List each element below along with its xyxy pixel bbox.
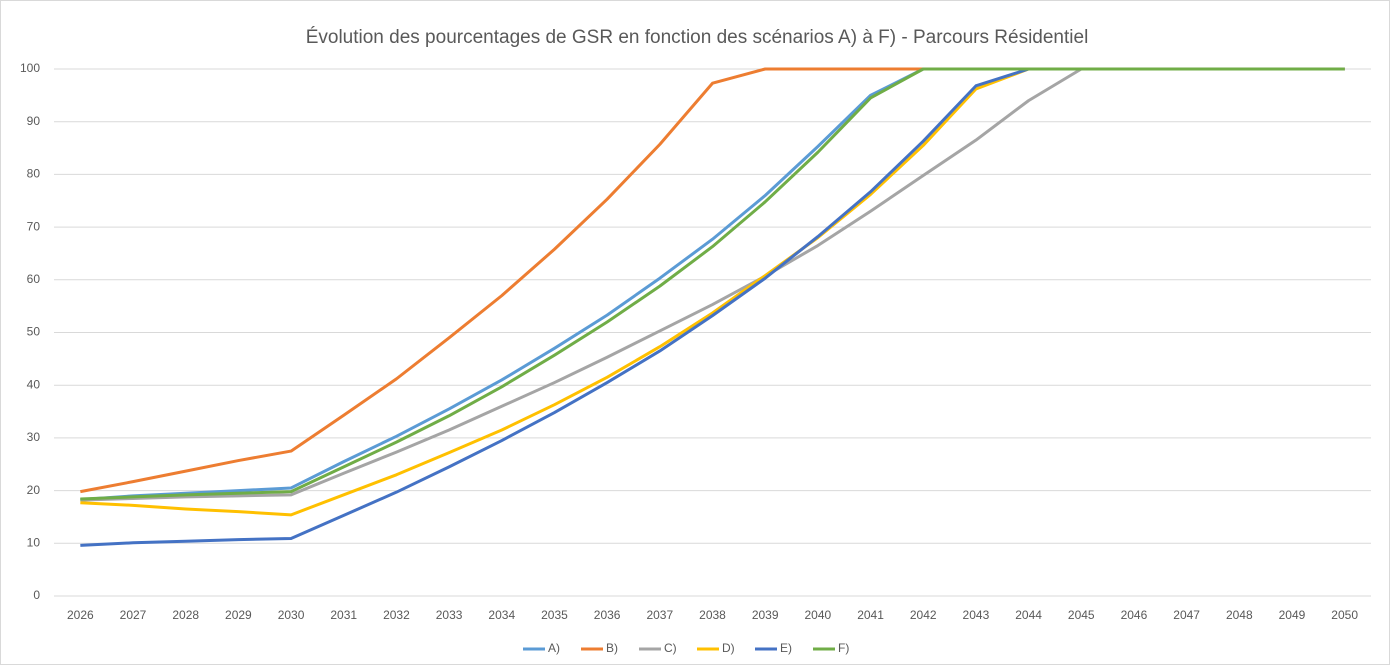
x-tick-label: 2028	[172, 608, 199, 622]
x-tick-label: 2043	[963, 608, 990, 622]
x-tick-label: 2046	[1121, 608, 1148, 622]
x-tick-label: 2049	[1279, 608, 1306, 622]
x-tick-label: 2030	[278, 608, 305, 622]
x-tick-label: 2042	[910, 608, 937, 622]
y-tick-label: 0	[33, 588, 40, 602]
x-tick-label: 2039	[752, 608, 779, 622]
y-tick-label: 100	[20, 61, 40, 75]
x-tick-label: 2050	[1331, 608, 1358, 622]
y-tick-label: 20	[27, 483, 41, 497]
x-tick-label: 2031	[330, 608, 357, 622]
y-tick-label: 80	[27, 167, 41, 181]
y-tick-label: 70	[27, 219, 41, 233]
series-line	[80, 67, 1345, 501]
x-tick-label: 2032	[383, 608, 410, 622]
x-tick-label: 2045	[1068, 608, 1095, 622]
x-tick-label: 2033	[436, 608, 463, 622]
x-tick-label: 2048	[1226, 608, 1253, 622]
x-tick-label: 2035	[541, 608, 568, 622]
x-tick-label: 2047	[1173, 608, 1200, 622]
legend-label: A)	[548, 641, 560, 655]
x-tick-label: 2036	[594, 608, 621, 622]
legend-label: C)	[664, 641, 677, 655]
x-tick-label: 2026	[67, 608, 94, 622]
x-tick-label: 2038	[699, 608, 726, 622]
x-tick-label: 2044	[1015, 608, 1042, 622]
x-tick-label: 2034	[488, 608, 515, 622]
y-tick-label: 30	[27, 430, 41, 444]
legend-label: D)	[722, 641, 735, 655]
y-tick-label: 40	[27, 377, 41, 391]
legend-label: B)	[606, 641, 618, 655]
chart-title: Évolution des pourcentages de GSR en fon…	[306, 27, 1089, 48]
y-tick-label: 60	[27, 272, 41, 286]
legend-label: E)	[780, 641, 792, 655]
y-tick-label: 90	[27, 114, 41, 128]
y-tick-label: 50	[27, 325, 41, 339]
x-tick-label: 2041	[857, 608, 884, 622]
x-tick-label: 2027	[120, 608, 147, 622]
x-tick-label: 2029	[225, 608, 252, 622]
x-tick-label: 2040	[805, 608, 832, 622]
legend-label: F)	[838, 641, 849, 655]
y-tick-label: 10	[27, 535, 41, 549]
x-tick-label: 2037	[646, 608, 673, 622]
